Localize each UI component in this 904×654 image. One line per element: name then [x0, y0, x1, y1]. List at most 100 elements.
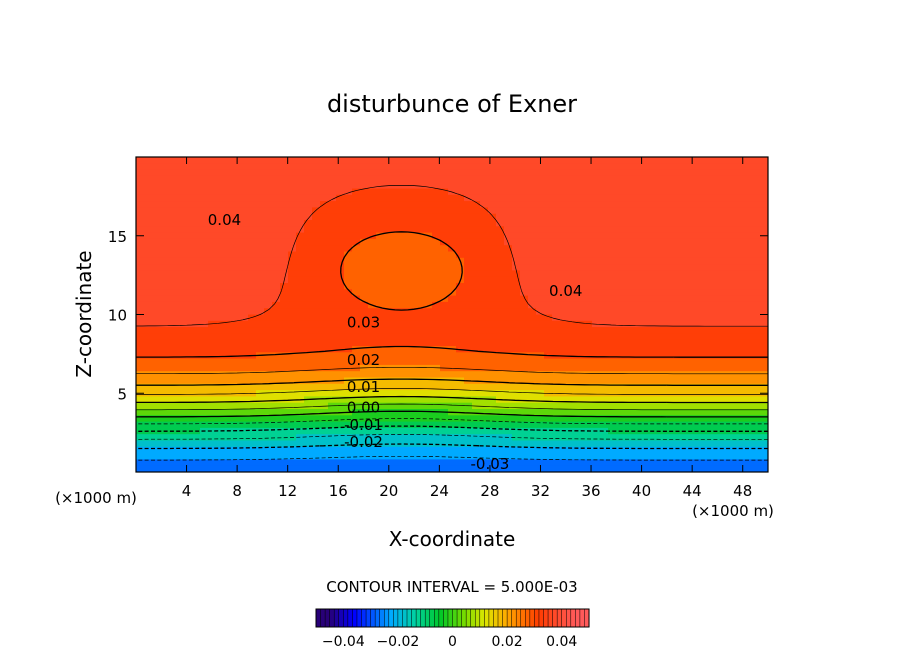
field-cell	[152, 333, 161, 341]
field-cell	[760, 314, 768, 322]
field-cell	[584, 440, 593, 448]
field-cell	[576, 427, 585, 435]
field-cell	[720, 320, 729, 328]
field-cell	[624, 333, 633, 341]
field-cell	[168, 440, 177, 448]
field-cell	[200, 270, 209, 278]
field-cell	[464, 213, 473, 221]
field-cell	[728, 301, 737, 309]
field-cell	[200, 283, 209, 290]
field-cell	[536, 396, 545, 404]
field-cell	[352, 283, 361, 290]
field-cell	[408, 257, 417, 265]
field-cell	[760, 396, 768, 404]
field-cell	[424, 308, 433, 316]
field-cell	[264, 295, 273, 303]
field-cell	[248, 446, 257, 454]
field-cell	[176, 358, 185, 366]
field-cell	[296, 301, 305, 309]
field-cell	[640, 169, 649, 177]
field-cell	[240, 339, 249, 347]
field-cell	[576, 396, 585, 404]
field-cell	[216, 182, 225, 190]
field-cell	[504, 308, 513, 316]
field-cell	[152, 421, 161, 429]
field-cell	[720, 245, 729, 253]
field-cell	[608, 308, 617, 316]
x-axis-ticks: 4 8 12 16 20 24 28 32 36 40 44 48	[182, 157, 752, 500]
field-cell	[584, 446, 593, 454]
field-cell	[352, 213, 361, 221]
field-cell	[160, 327, 169, 334]
field-cell	[664, 201, 673, 208]
field-cell	[368, 390, 377, 397]
field-cell	[344, 188, 353, 196]
x-tick-label: 12	[278, 482, 297, 500]
field-cell	[664, 245, 673, 253]
field-cell	[304, 358, 313, 366]
field-cell	[184, 213, 193, 221]
field-cell	[600, 301, 609, 309]
field-cell	[248, 289, 257, 297]
field-cell	[328, 459, 337, 467]
field-cell	[456, 308, 465, 316]
field-cell	[280, 409, 289, 416]
field-cell	[760, 283, 768, 290]
field-cell	[224, 409, 233, 416]
field-cell	[680, 402, 689, 410]
field-cell	[576, 276, 585, 284]
field-cell	[632, 327, 641, 334]
field-cell	[552, 157, 561, 164]
field-cell	[688, 446, 697, 454]
field-cell	[440, 188, 449, 196]
field-cell	[600, 390, 609, 397]
field-cell	[280, 182, 289, 190]
field-cell	[136, 157, 145, 164]
field-cell	[416, 169, 425, 177]
field-cell	[744, 188, 753, 196]
field-cell	[336, 220, 345, 227]
field-cell	[488, 257, 497, 265]
field-cell	[632, 238, 641, 246]
field-cell	[728, 220, 737, 227]
field-cell	[608, 320, 617, 328]
field-cell	[360, 434, 369, 442]
field-cell	[432, 301, 441, 309]
field-cell	[320, 182, 329, 190]
field-cell	[440, 371, 449, 379]
field-cell	[616, 232, 625, 240]
field-cell	[496, 169, 505, 177]
field-cell	[224, 207, 233, 215]
field-cell	[264, 194, 273, 202]
colorbar-swatch	[365, 608, 372, 628]
field-cell	[528, 264, 537, 271]
field-cell	[752, 257, 761, 265]
field-cell	[384, 276, 393, 284]
field-cell	[200, 409, 209, 416]
field-cell	[184, 415, 193, 423]
field-cell	[696, 421, 705, 429]
field-cell	[208, 283, 217, 290]
field-cell	[240, 434, 249, 442]
field-cell	[568, 421, 577, 429]
field-cell	[192, 251, 201, 259]
field-cell	[280, 346, 289, 353]
field-cell	[408, 175, 417, 183]
field-cell	[720, 264, 729, 271]
field-cell	[744, 169, 753, 177]
field-cell	[552, 371, 561, 379]
field-cell	[264, 232, 273, 240]
field-cell	[624, 327, 633, 334]
field-cell	[408, 264, 417, 271]
field-cell	[664, 459, 673, 467]
field-cell	[544, 346, 553, 353]
field-cell	[440, 251, 449, 259]
field-cell	[160, 377, 169, 385]
field-cell	[616, 238, 625, 246]
field-cell	[432, 377, 441, 385]
field-cell	[232, 320, 241, 328]
field-cell	[640, 465, 649, 472]
field-cell	[568, 276, 577, 284]
field-cell	[640, 327, 649, 334]
field-cell	[440, 352, 449, 360]
